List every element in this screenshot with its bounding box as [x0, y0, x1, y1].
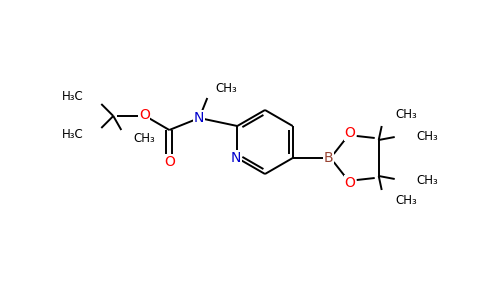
Text: O: O [139, 108, 150, 122]
Text: N: N [231, 151, 242, 165]
Text: O: O [344, 176, 355, 190]
Text: H₃C: H₃C [61, 128, 83, 142]
Text: CH₃: CH₃ [133, 133, 155, 146]
Text: CH₃: CH₃ [215, 82, 237, 94]
Text: CH₃: CH₃ [417, 173, 439, 187]
Text: N: N [194, 111, 204, 125]
Text: CH₃: CH₃ [417, 130, 439, 142]
Text: CH₃: CH₃ [396, 194, 418, 208]
Text: CH₃: CH₃ [396, 109, 418, 122]
Text: O: O [164, 155, 175, 169]
Text: H₃C: H₃C [61, 91, 83, 103]
Text: B: B [324, 151, 333, 165]
Text: O: O [344, 126, 355, 140]
